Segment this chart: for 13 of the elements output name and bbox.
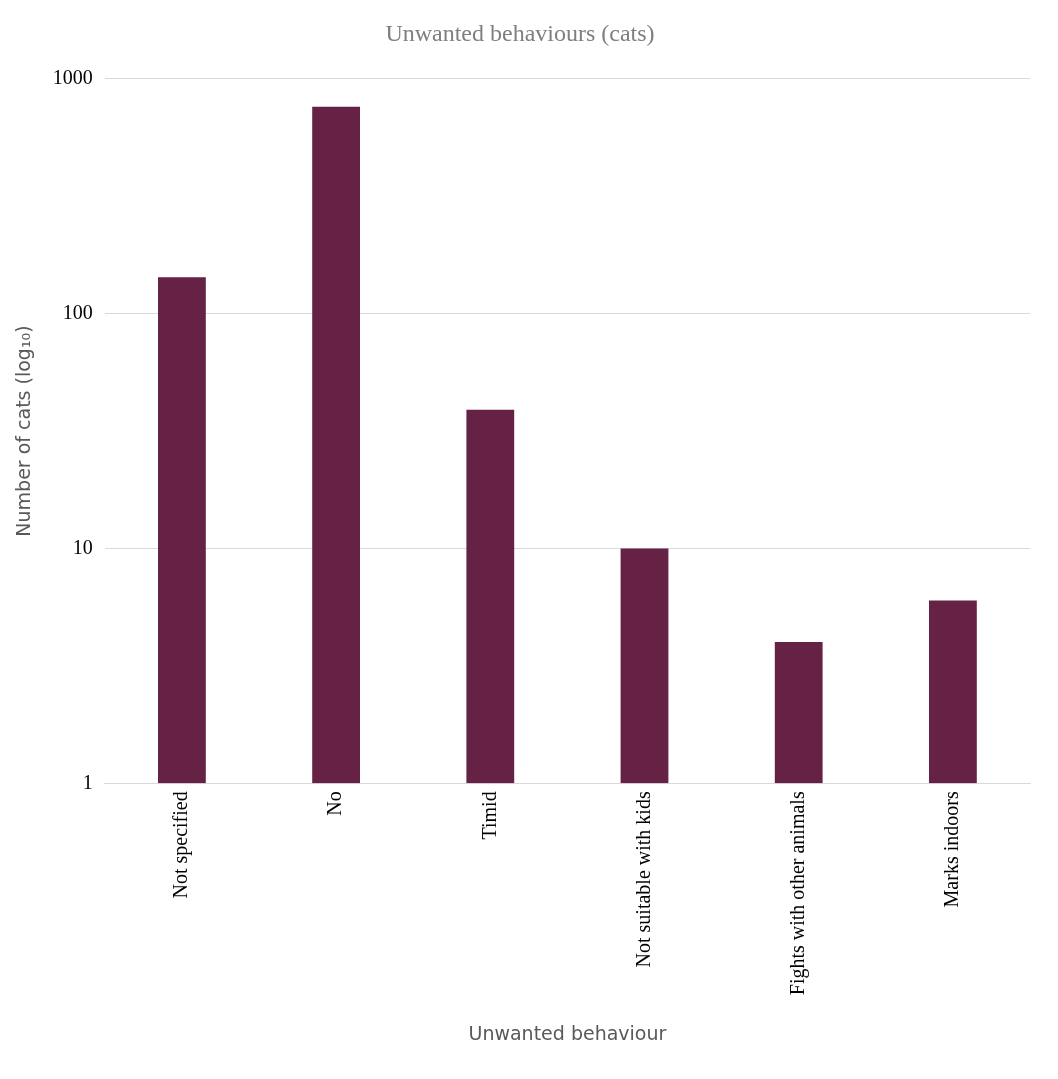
x-axis-title: Unwanted behaviour <box>468 1021 667 1044</box>
x-tick-label: No <box>323 791 346 816</box>
y-tick-label: 1 <box>82 770 93 793</box>
x-tick-label: Timid <box>477 791 500 840</box>
x-tick-label: Not suitable with kids <box>631 791 654 968</box>
y-axis-title: Number of cats (log₁₀) <box>12 325 35 537</box>
chart-title: Unwanted behaviours (cats) <box>385 19 655 46</box>
y-tick-label: 1000 <box>52 66 93 89</box>
x-tick-label: Marks indoors <box>940 791 963 908</box>
y-tick-label: 10 <box>72 535 93 558</box>
x-tick-label: Fights with other animals <box>785 791 809 996</box>
y-tick-label: 100 <box>62 300 93 323</box>
x-tick-label: Not specified <box>169 791 193 899</box>
